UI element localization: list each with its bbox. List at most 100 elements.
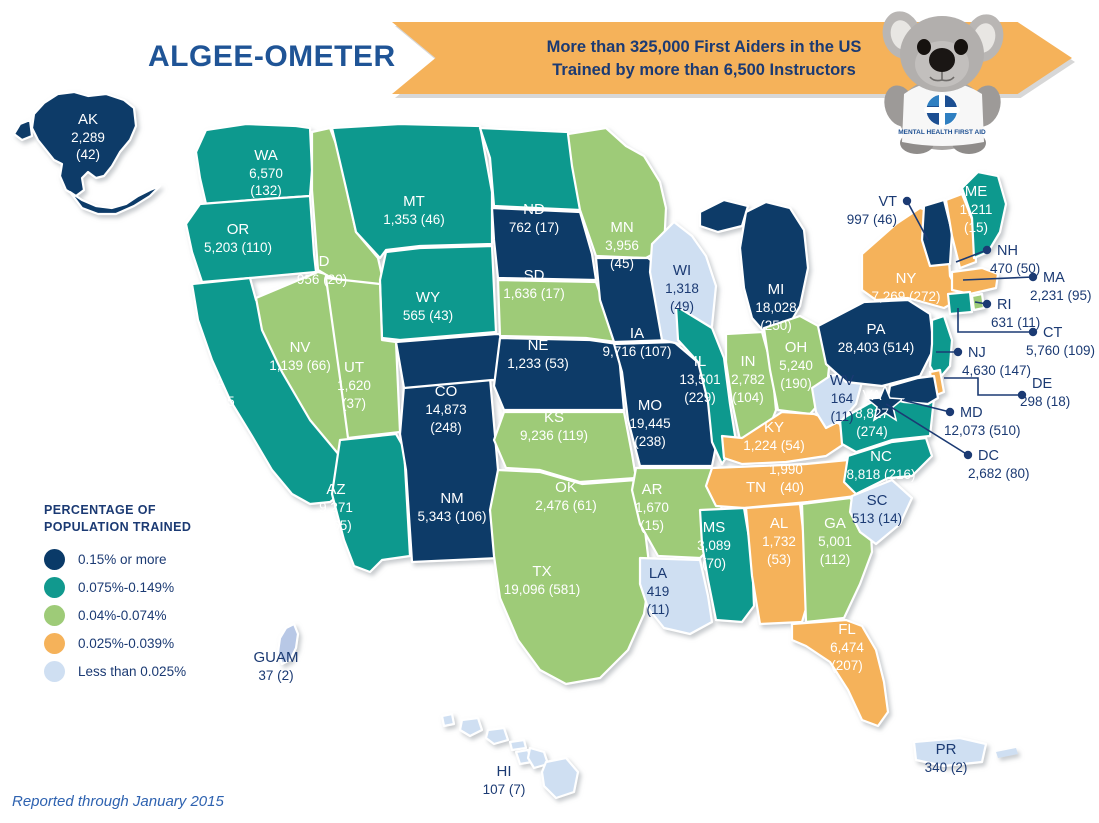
svg-text:(104): (104) (732, 390, 764, 405)
mascot-shirt-text: MENTAL HEALTH FIRST AID (898, 129, 986, 136)
svg-text:513 (14): 513 (14) (852, 511, 902, 526)
svg-text:NC: NC (870, 448, 892, 465)
svg-text:956 (20): 956 (20) (297, 272, 347, 287)
dc-star-marker[interactable] (864, 383, 906, 422)
legend-item[interactable]: 0.15% or more (44, 545, 254, 573)
svg-text:565 (43): 565 (43) (403, 308, 453, 323)
banner-line-2: Trained by more than 6,500 Instructors (552, 61, 856, 79)
callout-NJ[interactable]: NJ 4,630 (147) (936, 345, 1031, 378)
state-shape-MA[interactable] (950, 266, 1000, 296)
svg-text:1,233 (53): 1,233 (53) (507, 356, 569, 371)
state-shape-VT[interactable] (920, 198, 954, 268)
legend-swatch-0 (44, 548, 65, 570)
legend-title: PERCENTAGE OF POPULATION TRAINED (44, 502, 254, 536)
svg-text:NY: NY (896, 270, 917, 287)
state-label-PA: PA 28,403 (514) (838, 321, 915, 355)
svg-text:MT: MT (403, 193, 425, 210)
state-label-TN: TN 1,990 (40) (746, 462, 804, 496)
svg-text:MN: MN (610, 219, 633, 236)
svg-text:8,818 (216): 8,818 (216) (846, 467, 915, 482)
state-label-MO: MO 19,445 (238) (629, 397, 670, 449)
state-shape-PA[interactable] (816, 298, 936, 388)
state-shape-IL[interactable] (674, 304, 738, 466)
state-shape-WI[interactable] (648, 220, 718, 348)
state-shape-OR[interactable] (184, 194, 318, 284)
legend-item-label: 0.15% or more (78, 551, 167, 567)
state-shape-AZ[interactable] (330, 432, 412, 574)
legend-item-label: 0.025%-0.039% (78, 635, 175, 651)
legend-item[interactable]: Less than 0.025% (44, 657, 254, 685)
svg-text:(49): (49) (670, 299, 694, 314)
state-shape-NC[interactable] (842, 436, 934, 496)
state-label-ND: ND 762 (17) (509, 201, 559, 235)
callout-MA[interactable]: MA 2,231 (95) (962, 270, 1092, 303)
svg-text:419: 419 (647, 584, 670, 599)
state-shape-TX[interactable] (488, 468, 652, 686)
state-shape-FL[interactable] (790, 618, 890, 728)
state-label-AR: AR 1,670 (15) (635, 481, 669, 533)
territory-shape-GUAM[interactable] (276, 622, 300, 666)
legend-title-line-1: PERCENTAGE OF (44, 503, 156, 517)
state-shape-SC[interactable] (848, 478, 914, 546)
svg-text:WI: WI (673, 262, 691, 279)
svg-text:(207): (207) (831, 658, 863, 673)
svg-text:GA: GA (824, 515, 846, 532)
state-shape-MN[interactable] (566, 126, 668, 260)
state-shape-UT[interactable] (324, 276, 402, 440)
territory-shape-PR[interactable] (912, 736, 988, 768)
callout-DC[interactable]: DC 2,682 (80) (885, 403, 1030, 481)
state-shape-NJ[interactable] (928, 314, 954, 382)
legend-item[interactable]: 0.04%-0.074% (44, 601, 254, 629)
territory-shape-HI[interactable] (440, 712, 580, 800)
state-shape-ND[interactable] (478, 126, 582, 212)
banner-line-1: More than 325,000 First Aiders in the US (546, 38, 862, 56)
callout-RI[interactable]: RI 631 (11) (974, 297, 1040, 330)
legend-item[interactable]: 0.025%-0.039% (44, 629, 254, 657)
svg-text:997 (46): 997 (46) (847, 212, 897, 227)
state-shape-OK[interactable] (492, 410, 638, 484)
svg-text:CA: CA (204, 375, 225, 392)
callout-VT[interactable]: VT 997 (46) (847, 194, 929, 241)
state-shape-CT[interactable] (946, 290, 974, 316)
legend-swatch-1 (44, 576, 65, 598)
svg-text:ND: ND (523, 201, 545, 218)
svg-text:VA: VA (863, 387, 882, 404)
svg-text:19,096 (581): 19,096 (581) (504, 582, 581, 597)
svg-text:298 (18): 298 (18) (1020, 394, 1070, 409)
legend-swatch-3 (44, 632, 65, 654)
state-label-NC: NC 8,818 (216) (846, 448, 915, 482)
legend-swatch-4 (44, 660, 65, 682)
svg-text:OR: OR (227, 221, 250, 238)
callout-CT[interactable]: CT 5,760 (109) (957, 308, 1095, 358)
state-shape-KS[interactable] (492, 336, 626, 412)
legend-item[interactable]: 0.075%-0.149% (44, 573, 254, 601)
svg-text:18,028: 18,028 (755, 300, 796, 315)
svg-text:(70): (70) (702, 556, 726, 571)
svg-text:DC: DC (978, 448, 999, 464)
state-shape-NH[interactable] (944, 192, 978, 270)
territory-shape-PR-islet[interactable] (996, 748, 1018, 758)
state-label-WI: WI 1,318 (49) (665, 262, 699, 314)
svg-text:470 (50): 470 (50) (990, 261, 1040, 276)
state-shape-MT[interactable] (330, 122, 494, 260)
legend-item-label: Less than 0.025% (78, 663, 187, 679)
svg-text:28,403 (514): 28,403 (514) (838, 340, 915, 355)
state-label-FL: FL 6,474 (207) (830, 621, 864, 673)
svg-text:(11): (11) (830, 409, 853, 424)
callout-NH[interactable]: NH 470 (50) (955, 243, 1040, 276)
state-label-MT: MT 1,353 (46) (383, 193, 445, 227)
report-date-note: Reported through January 2015 (12, 793, 224, 810)
state-shape-ME[interactable] (960, 170, 1008, 260)
legend: PERCENTAGE OF POPULATION TRAINED 0.15% o… (44, 502, 254, 685)
callout-MD[interactable]: MD 12,073 (510) (901, 399, 1021, 438)
svg-text:5,760 (109): 5,760 (109) (1026, 343, 1095, 358)
svg-text:1,636 (17): 1,636 (17) (503, 286, 565, 301)
svg-text:MS: MS (703, 519, 726, 536)
state-shape-LA[interactable] (638, 556, 714, 636)
state-shape-AK[interactable] (12, 90, 162, 216)
callout-DE[interactable]: DE 298 (18) (944, 376, 1070, 409)
state-label-WY: WY 565 (43) (403, 289, 453, 323)
svg-text:UT: UT (344, 359, 364, 376)
svg-text:MO: MO (638, 397, 662, 414)
